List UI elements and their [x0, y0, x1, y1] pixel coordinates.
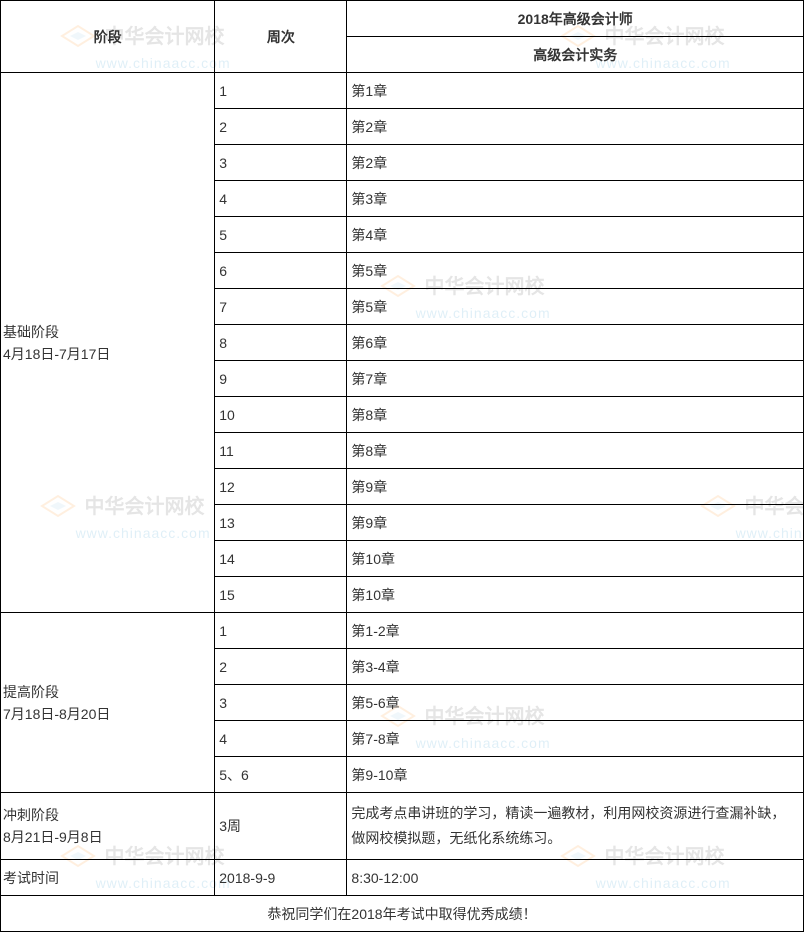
content-cell: 第6章	[347, 325, 804, 361]
week-cell: 1	[215, 613, 347, 649]
header-week: 周次	[215, 1, 347, 73]
week-cell: 5	[215, 217, 347, 253]
content-cell: 第9章	[347, 469, 804, 505]
content-cell: 第5章	[347, 253, 804, 289]
stage-sprint-cell: 冲刺阶段 8月21日-9月8日	[1, 793, 215, 860]
content-cell: 第5-6章	[347, 685, 804, 721]
stage-basic-cell: 基础阶段 4月18日-7月17日	[1, 73, 215, 613]
table-footer-row: 恭祝同学们在2018年考试中取得优秀成绩！	[1, 896, 804, 932]
week-cell: 13	[215, 505, 347, 541]
content-cell: 第8章	[347, 433, 804, 469]
content-cell: 第5章	[347, 289, 804, 325]
week-cell: 2018-9-9	[215, 860, 347, 896]
content-cell: 第8章	[347, 397, 804, 433]
week-cell: 9	[215, 361, 347, 397]
content-cell: 第1-2章	[347, 613, 804, 649]
stage-sprint-name: 冲刺阶段	[3, 805, 210, 825]
stage-sprint-dates: 8月21日-9月8日	[3, 827, 210, 847]
content-cell: 第10章	[347, 541, 804, 577]
week-cell: 15	[215, 577, 347, 613]
week-cell: 4	[215, 721, 347, 757]
content-cell: 第1章	[347, 73, 804, 109]
footer-cell: 恭祝同学们在2018年考试中取得优秀成绩！	[1, 896, 804, 932]
stage-basic-dates: 4月18日-7月17日	[3, 344, 210, 364]
header-top-title: 2018年高级会计师	[347, 1, 804, 37]
stage-exam-cell: 考试时间	[1, 860, 215, 896]
content-cell: 第9章	[347, 505, 804, 541]
week-cell: 3	[215, 685, 347, 721]
week-cell: 3	[215, 145, 347, 181]
week-cell: 11	[215, 433, 347, 469]
content-cell: 第10章	[347, 577, 804, 613]
week-cell: 7	[215, 289, 347, 325]
stage-exam-name: 考试时间	[3, 868, 210, 888]
content-cell: 第9-10章	[347, 757, 804, 793]
content-cell: 8:30-12:00	[347, 860, 804, 896]
week-cell: 2	[215, 109, 347, 145]
week-cell: 14	[215, 541, 347, 577]
content-cell: 第2章	[347, 145, 804, 181]
week-cell: 6	[215, 253, 347, 289]
table-header-row-1: 阶段 周次 2018年高级会计师	[1, 1, 804, 37]
content-cell: 第3-4章	[347, 649, 804, 685]
content-cell: 第7-8章	[347, 721, 804, 757]
week-cell: 8	[215, 325, 347, 361]
table-row: 考试时间 2018-9-9 8:30-12:00	[1, 860, 804, 896]
week-cell: 5、6	[215, 757, 347, 793]
week-cell: 4	[215, 181, 347, 217]
content-cell: 第4章	[347, 217, 804, 253]
week-cell: 2	[215, 649, 347, 685]
week-cell: 12	[215, 469, 347, 505]
content-cell: 完成考点串讲班的学习，精读一遍教材，利用网校资源进行查漏补缺，做网校模拟题，无纸…	[347, 793, 804, 860]
schedule-table: 阶段 周次 2018年高级会计师 高级会计实务 基础阶段 4月18日-7月17日…	[0, 0, 804, 932]
header-stage: 阶段	[1, 1, 215, 73]
stage-advanced-name: 提高阶段	[3, 682, 210, 702]
content-cell: 第3章	[347, 181, 804, 217]
stage-advanced-dates: 7月18日-8月20日	[3, 704, 210, 724]
stage-advanced-cell: 提高阶段 7月18日-8月20日	[1, 613, 215, 793]
table-row: 基础阶段 4月18日-7月17日 1 第1章	[1, 73, 804, 109]
content-cell: 第2章	[347, 109, 804, 145]
week-cell: 1	[215, 73, 347, 109]
table-row: 冲刺阶段 8月21日-9月8日 3周 完成考点串讲班的学习，精读一遍教材，利用网…	[1, 793, 804, 860]
week-cell: 3周	[215, 793, 347, 860]
week-cell: 10	[215, 397, 347, 433]
header-sub-title: 高级会计实务	[347, 37, 804, 73]
stage-basic-name: 基础阶段	[3, 322, 210, 342]
content-cell: 第7章	[347, 361, 804, 397]
table-row: 提高阶段 7月18日-8月20日 1 第1-2章	[1, 613, 804, 649]
